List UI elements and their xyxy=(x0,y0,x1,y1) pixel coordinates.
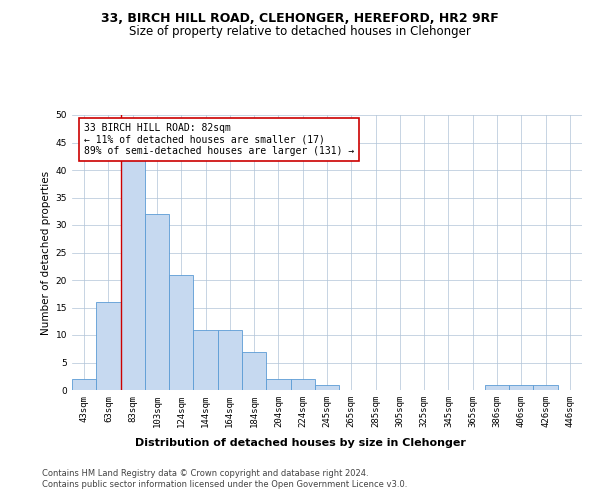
Bar xyxy=(193,330,218,390)
Text: 33, BIRCH HILL ROAD, CLEHONGER, HEREFORD, HR2 9RF: 33, BIRCH HILL ROAD, CLEHONGER, HEREFORD… xyxy=(101,12,499,26)
Bar xyxy=(145,214,169,390)
Bar xyxy=(485,384,509,390)
Text: Size of property relative to detached houses in Clehonger: Size of property relative to detached ho… xyxy=(129,25,471,38)
Bar xyxy=(290,379,315,390)
Text: Contains public sector information licensed under the Open Government Licence v3: Contains public sector information licen… xyxy=(42,480,407,489)
Y-axis label: Number of detached properties: Number of detached properties xyxy=(41,170,52,334)
Bar xyxy=(315,384,339,390)
Text: Distribution of detached houses by size in Clehonger: Distribution of detached houses by size … xyxy=(134,438,466,448)
Bar xyxy=(218,330,242,390)
Bar xyxy=(509,384,533,390)
Bar xyxy=(242,352,266,390)
Bar xyxy=(96,302,121,390)
Text: Contains HM Land Registry data © Crown copyright and database right 2024.: Contains HM Land Registry data © Crown c… xyxy=(42,469,368,478)
Bar xyxy=(121,159,145,390)
Text: 33 BIRCH HILL ROAD: 82sqm
← 11% of detached houses are smaller (17)
89% of semi-: 33 BIRCH HILL ROAD: 82sqm ← 11% of detac… xyxy=(84,123,355,156)
Bar xyxy=(72,379,96,390)
Bar xyxy=(169,274,193,390)
Bar xyxy=(266,379,290,390)
Bar xyxy=(533,384,558,390)
